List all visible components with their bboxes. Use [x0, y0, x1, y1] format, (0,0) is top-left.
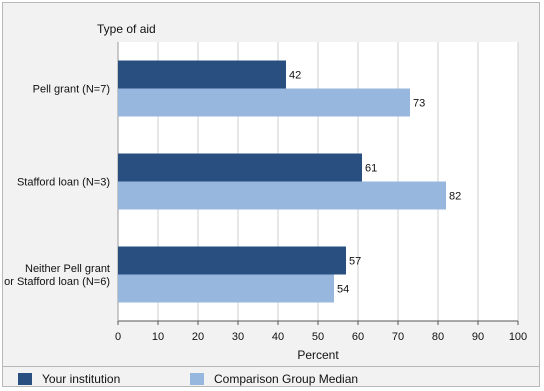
x-tick-label: 60 [352, 331, 364, 343]
legend-swatch-comparison-group-median [190, 373, 204, 385]
legend-item-your-institution: Your institution [18, 372, 120, 386]
legend: Your institution Comparison Group Median [2, 366, 540, 389]
x-tick-label: 70 [392, 331, 404, 343]
x-tick-label: 50 [312, 331, 324, 343]
category-label: Pell grant (N=7) [33, 84, 110, 96]
category-label: Neither Pell grant [25, 263, 110, 275]
x-axis-title: Percent [297, 348, 339, 362]
x-tick-label: 20 [192, 331, 204, 343]
bar [118, 246, 346, 275]
bar [118, 60, 286, 89]
x-tick-label: 30 [232, 331, 244, 343]
x-tick-label: 100 [509, 331, 527, 343]
data-label: 61 [365, 163, 377, 175]
x-tick-label: 10 [152, 331, 164, 343]
category-label: or Stafford loan (N=6) [4, 276, 110, 288]
data-label: 57 [349, 256, 361, 268]
data-label: 54 [337, 284, 349, 296]
data-label: 73 [413, 98, 425, 110]
category-label: Stafford loan (N=3) [17, 177, 110, 189]
data-label: 42 [289, 70, 301, 82]
bar [118, 88, 410, 117]
x-tick-label: 40 [272, 331, 284, 343]
bar [118, 274, 334, 303]
legend-label-your-institution: Your institution [42, 372, 121, 386]
legend-label-comparison-group-median: Comparison Group Median [214, 372, 359, 386]
bar [118, 181, 446, 210]
legend-swatch-your-institution [18, 373, 32, 385]
x-tick-label: 90 [472, 331, 484, 343]
data-label: 82 [449, 191, 461, 203]
x-tick-label: 80 [432, 331, 444, 343]
y-axis-title: Type of aid [97, 22, 156, 36]
bar [118, 153, 362, 182]
x-tick-label: 0 [115, 331, 121, 343]
legend-item-comparison-group-median: Comparison Group Median [190, 372, 358, 386]
